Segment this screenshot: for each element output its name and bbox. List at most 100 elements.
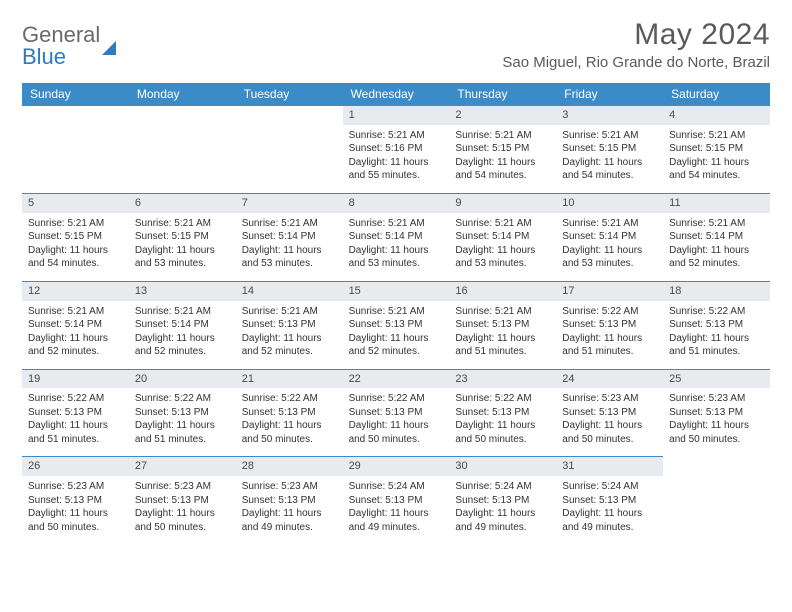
daylight-text: Daylight: 11 hours and 54 minutes. [562,156,657,183]
daylight-text: Daylight: 11 hours and 54 minutes. [669,156,764,183]
sunrise-text: Sunrise: 5:23 AM [135,480,230,494]
daylight-text: Daylight: 11 hours and 52 minutes. [669,244,764,271]
day-number: 31 [556,457,663,476]
sunrise-text: Sunrise: 5:21 AM [242,305,337,319]
day-number: 10 [556,194,663,213]
sunrise-text: Sunrise: 5:21 AM [242,217,337,231]
location-text: Sao Miguel, Rio Grande do Norte, Brazil [502,54,770,71]
daylight-text: Daylight: 11 hours and 50 minutes. [135,507,230,534]
sunrise-text: Sunrise: 5:23 AM [562,392,657,406]
brand-text: General Blue [22,24,116,68]
day-number: 26 [22,457,129,476]
day-number: 25 [663,370,770,389]
day-cell: 22Sunrise: 5:22 AMSunset: 5:13 PMDayligh… [343,369,450,457]
daylight-text: Daylight: 11 hours and 52 minutes. [135,332,230,359]
sunrise-text: Sunrise: 5:22 AM [135,392,230,406]
daylight-text: Daylight: 11 hours and 50 minutes. [669,419,764,446]
day-number: 19 [22,370,129,389]
sunset-text: Sunset: 5:15 PM [455,142,550,156]
sunset-text: Sunset: 5:14 PM [562,230,657,244]
daylight-text: Daylight: 11 hours and 53 minutes. [455,244,550,271]
daylight-text: Daylight: 11 hours and 53 minutes. [135,244,230,271]
daylight-text: Daylight: 11 hours and 51 minutes. [455,332,550,359]
day-number: 11 [663,194,770,213]
daylight-text: Daylight: 11 hours and 50 minutes. [242,419,337,446]
brand-logo: General Blue [22,18,116,68]
sunset-text: Sunset: 5:14 PM [349,230,444,244]
daylight-text: Daylight: 11 hours and 50 minutes. [562,419,657,446]
day-number: 22 [343,370,450,389]
sunrise-text: Sunrise: 5:22 AM [349,392,444,406]
sunset-text: Sunset: 5:14 PM [455,230,550,244]
day-cell: 31Sunrise: 5:24 AMSunset: 5:13 PMDayligh… [556,456,663,544]
empty-cell [22,105,129,193]
sunrise-text: Sunrise: 5:21 AM [455,129,550,143]
sunrise-text: Sunrise: 5:21 AM [349,129,444,143]
daylight-text: Daylight: 11 hours and 51 minutes. [562,332,657,359]
day-number: 1 [343,106,450,125]
daylight-text: Daylight: 11 hours and 49 minutes. [349,507,444,534]
brand-triangle-icon [102,16,116,55]
day-cell: 5Sunrise: 5:21 AMSunset: 5:15 PMDaylight… [22,193,129,281]
sunrise-text: Sunrise: 5:23 AM [28,480,123,494]
sunrise-text: Sunrise: 5:21 AM [562,129,657,143]
day-cell: 23Sunrise: 5:22 AMSunset: 5:13 PMDayligh… [449,369,556,457]
day-number: 28 [236,457,343,476]
sunset-text: Sunset: 5:15 PM [135,230,230,244]
sunset-text: Sunset: 5:14 PM [242,230,337,244]
sunset-text: Sunset: 5:15 PM [669,142,764,156]
day-number: 6 [129,194,236,213]
day-cell: 11Sunrise: 5:21 AMSunset: 5:14 PMDayligh… [663,193,770,281]
day-cell: 2Sunrise: 5:21 AMSunset: 5:15 PMDaylight… [449,105,556,193]
day-number: 3 [556,106,663,125]
weekday-header: Tuesday [236,83,343,105]
day-cell: 17Sunrise: 5:22 AMSunset: 5:13 PMDayligh… [556,281,663,369]
sunset-text: Sunset: 5:13 PM [455,494,550,508]
day-number: 29 [343,457,450,476]
daylight-text: Daylight: 11 hours and 52 minutes. [28,332,123,359]
day-number: 20 [129,370,236,389]
sunset-text: Sunset: 5:13 PM [135,494,230,508]
sunrise-text: Sunrise: 5:22 AM [562,305,657,319]
sunset-text: Sunset: 5:15 PM [28,230,123,244]
sunset-text: Sunset: 5:14 PM [135,318,230,332]
sunrise-text: Sunrise: 5:21 AM [28,217,123,231]
sunrise-text: Sunrise: 5:22 AM [242,392,337,406]
day-cell: 28Sunrise: 5:23 AMSunset: 5:13 PMDayligh… [236,456,343,544]
calendar-grid: SundayMondayTuesdayWednesdayThursdayFrid… [22,83,770,544]
sunrise-text: Sunrise: 5:22 AM [669,305,764,319]
daylight-text: Daylight: 11 hours and 53 minutes. [242,244,337,271]
day-number: 16 [449,282,556,301]
day-number: 30 [449,457,556,476]
sunset-text: Sunset: 5:13 PM [28,494,123,508]
day-number: 23 [449,370,556,389]
weekday-header: Sunday [22,83,129,105]
day-number: 15 [343,282,450,301]
sunset-text: Sunset: 5:14 PM [669,230,764,244]
daylight-text: Daylight: 11 hours and 49 minutes. [455,507,550,534]
sunrise-text: Sunrise: 5:24 AM [349,480,444,494]
day-cell: 27Sunrise: 5:23 AMSunset: 5:13 PMDayligh… [129,456,236,544]
daylight-text: Daylight: 11 hours and 50 minutes. [349,419,444,446]
sunset-text: Sunset: 5:13 PM [242,406,337,420]
sunset-text: Sunset: 5:14 PM [28,318,123,332]
sunrise-text: Sunrise: 5:21 AM [135,305,230,319]
day-cell: 15Sunrise: 5:21 AMSunset: 5:13 PMDayligh… [343,281,450,369]
day-cell: 20Sunrise: 5:22 AMSunset: 5:13 PMDayligh… [129,369,236,457]
day-cell: 26 Sunrise: 5:23 AMSunset: 5:13 PMDayligh… [22,456,129,544]
sunset-text: Sunset: 5:13 PM [28,406,123,420]
header: General Blue May 2024 Sao Miguel, Rio Gr… [22,18,770,79]
sunrise-text: Sunrise: 5:23 AM [242,480,337,494]
sunrise-text: Sunrise: 5:23 AM [669,392,764,406]
day-cell: 10Sunrise: 5:21 AMSunset: 5:14 PMDayligh… [556,193,663,281]
day-cell: 1Sunrise: 5:21 AMSunset: 5:16 PMDaylight… [343,105,450,193]
sunrise-text: Sunrise: 5:21 AM [349,305,444,319]
day-number: 5 [22,194,129,213]
day-cell: 6Sunrise: 5:21 AMSunset: 5:15 PMDaylight… [129,193,236,281]
empty-cell [236,105,343,193]
day-cell: 9Sunrise: 5:21 AMSunset: 5:14 PMDaylight… [449,193,556,281]
sunset-text: Sunset: 5:13 PM [562,494,657,508]
daylight-text: Daylight: 11 hours and 50 minutes. [28,507,123,534]
day-cell: 21Sunrise: 5:22 AMSunset: 5:13 PMDayligh… [236,369,343,457]
day-cell: 3Sunrise: 5:21 AMSunset: 5:15 PMDaylight… [556,105,663,193]
